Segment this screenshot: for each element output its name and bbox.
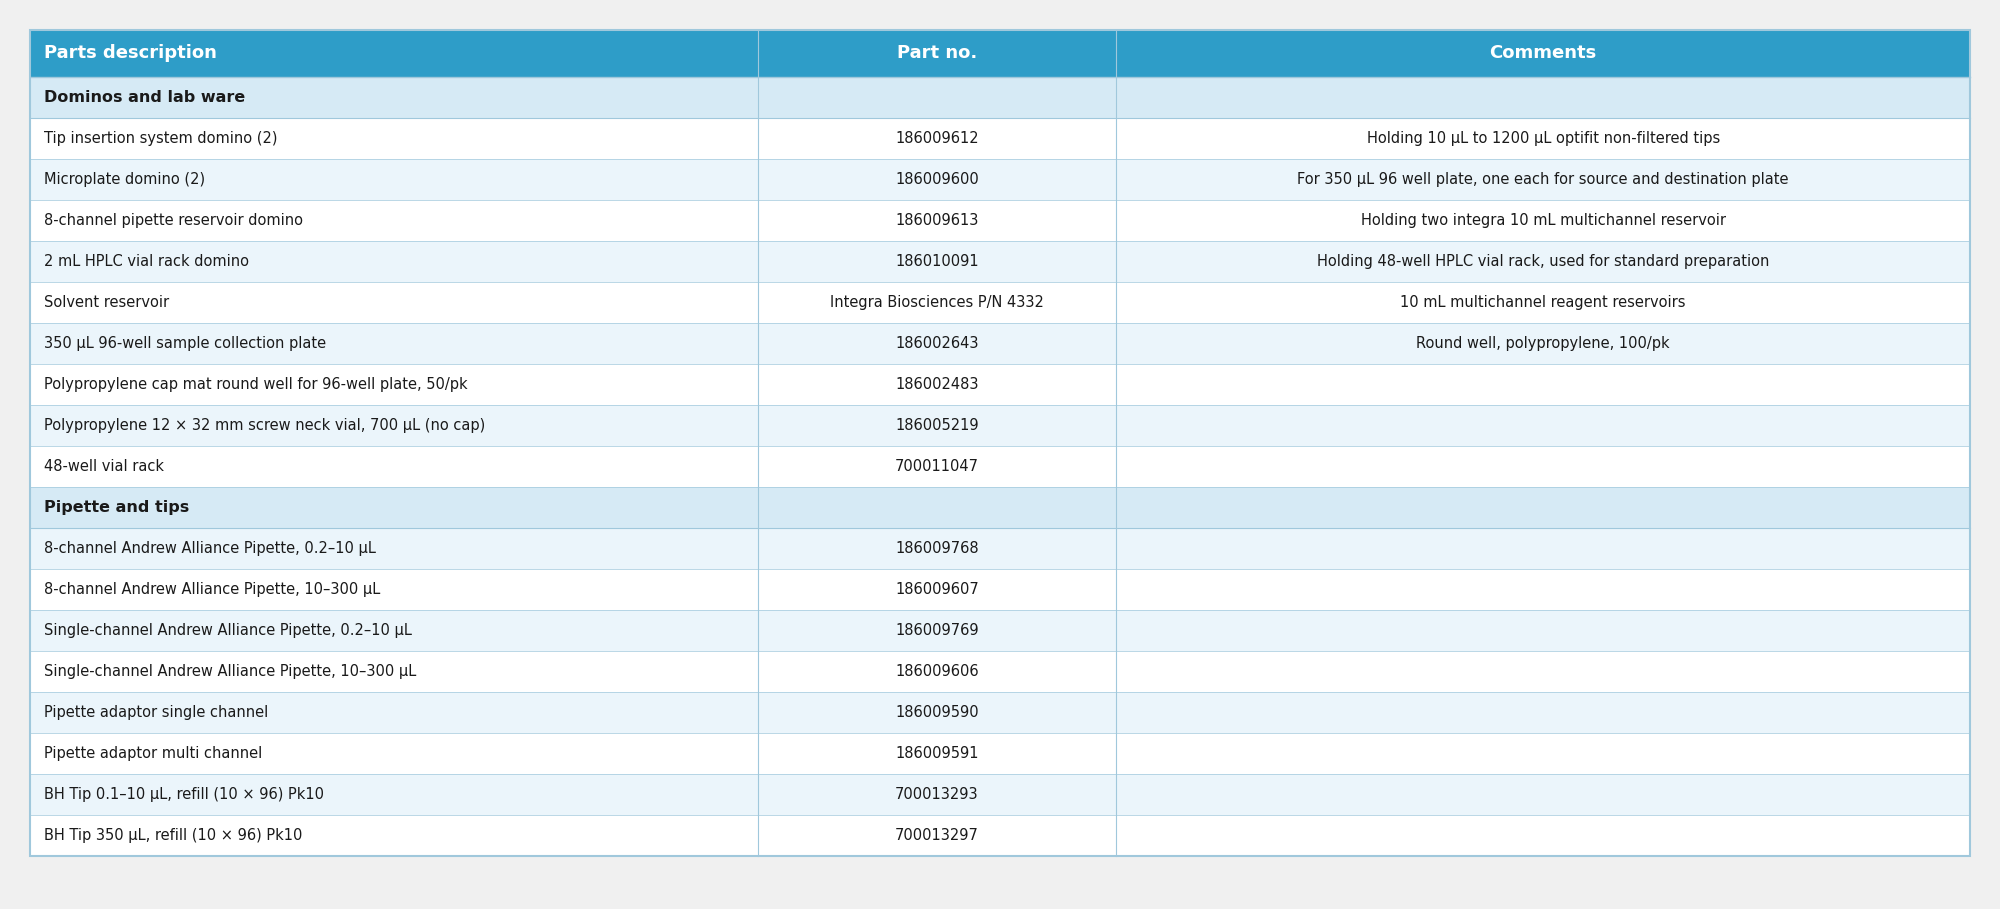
Text: 186009590: 186009590 — [896, 705, 978, 720]
Bar — [30, 774, 1970, 815]
Text: Dominos and lab ware: Dominos and lab ware — [44, 90, 246, 105]
Bar — [30, 323, 1970, 364]
Bar — [30, 30, 1970, 77]
Text: Parts description: Parts description — [44, 45, 216, 63]
Text: Comments: Comments — [1490, 45, 1596, 63]
Text: 186005219: 186005219 — [896, 418, 978, 433]
Text: Integra Biosciences P/N 4332: Integra Biosciences P/N 4332 — [830, 295, 1044, 310]
Text: Pipette and tips: Pipette and tips — [44, 500, 190, 515]
Text: Part no.: Part no. — [896, 45, 978, 63]
Text: Solvent reservoir: Solvent reservoir — [44, 295, 170, 310]
Text: Tip insertion system domino (2): Tip insertion system domino (2) — [44, 131, 278, 146]
Text: 48-well vial rack: 48-well vial rack — [44, 459, 164, 474]
Text: 700013293: 700013293 — [896, 787, 978, 802]
Text: 350 μL 96-well sample collection plate: 350 μL 96-well sample collection plate — [44, 336, 326, 351]
Text: Microplate domino (2): Microplate domino (2) — [44, 172, 206, 187]
Text: For 350 μL 96 well plate, one each for source and destination plate: For 350 μL 96 well plate, one each for s… — [1298, 172, 1788, 187]
Bar — [30, 282, 1970, 323]
Text: 186002643: 186002643 — [896, 336, 978, 351]
Bar — [30, 733, 1970, 774]
Text: Pipette adaptor multi channel: Pipette adaptor multi channel — [44, 746, 262, 761]
Text: BH Tip 0.1–10 μL, refill (10 × 96) Pk10: BH Tip 0.1–10 μL, refill (10 × 96) Pk10 — [44, 787, 324, 802]
Bar — [30, 77, 1970, 118]
Bar — [30, 118, 1970, 159]
Text: BH Tip 350 μL, refill (10 × 96) Pk10: BH Tip 350 μL, refill (10 × 96) Pk10 — [44, 828, 302, 843]
Bar — [30, 241, 1970, 282]
Text: Single-channel Andrew Alliance Pipette, 0.2–10 μL: Single-channel Andrew Alliance Pipette, … — [44, 623, 412, 638]
Text: 186010091: 186010091 — [896, 254, 978, 269]
Text: 700013297: 700013297 — [896, 828, 978, 843]
Text: 186009613: 186009613 — [896, 213, 978, 228]
Bar — [30, 651, 1970, 692]
Bar — [30, 364, 1970, 405]
Text: Single-channel Andrew Alliance Pipette, 10–300 μL: Single-channel Andrew Alliance Pipette, … — [44, 664, 416, 679]
Bar — [30, 487, 1970, 528]
Bar — [30, 200, 1970, 241]
Text: Round well, polypropylene, 100/pk: Round well, polypropylene, 100/pk — [1416, 336, 1670, 351]
Text: 186009769: 186009769 — [896, 623, 978, 638]
Text: Holding 10 μL to 1200 μL optifit non-filtered tips: Holding 10 μL to 1200 μL optifit non-fil… — [1366, 131, 1720, 146]
Text: 186009607: 186009607 — [896, 582, 978, 597]
Text: Pipette adaptor single channel: Pipette adaptor single channel — [44, 705, 268, 720]
Bar — [30, 610, 1970, 651]
Text: 2 mL HPLC vial rack domino: 2 mL HPLC vial rack domino — [44, 254, 248, 269]
Text: Polypropylene 12 × 32 mm screw neck vial, 700 μL (no cap): Polypropylene 12 × 32 mm screw neck vial… — [44, 418, 486, 433]
Bar — [30, 159, 1970, 200]
Text: 8-channel Andrew Alliance Pipette, 0.2–10 μL: 8-channel Andrew Alliance Pipette, 0.2–1… — [44, 541, 376, 556]
Bar — [30, 815, 1970, 856]
Text: 8-channel pipette reservoir domino: 8-channel pipette reservoir domino — [44, 213, 304, 228]
Bar — [30, 446, 1970, 487]
Text: 8-channel Andrew Alliance Pipette, 10–300 μL: 8-channel Andrew Alliance Pipette, 10–30… — [44, 582, 380, 597]
Text: 186009591: 186009591 — [896, 746, 978, 761]
Text: Holding two integra 10 mL multichannel reservoir: Holding two integra 10 mL multichannel r… — [1360, 213, 1726, 228]
Text: 186009612: 186009612 — [896, 131, 978, 146]
Bar — [30, 692, 1970, 733]
Text: 186009768: 186009768 — [896, 541, 978, 556]
Text: 186002483: 186002483 — [896, 377, 978, 392]
Bar — [30, 405, 1970, 446]
Text: 10 mL multichannel reagent reservoirs: 10 mL multichannel reagent reservoirs — [1400, 295, 1686, 310]
Text: Polypropylene cap mat round well for 96-well plate, 50/pk: Polypropylene cap mat round well for 96-… — [44, 377, 468, 392]
Text: 186009606: 186009606 — [896, 664, 978, 679]
Text: 700011047: 700011047 — [894, 459, 978, 474]
Text: 186009600: 186009600 — [896, 172, 978, 187]
Bar — [30, 528, 1970, 569]
Bar — [30, 569, 1970, 610]
Text: Holding 48-well HPLC vial rack, used for standard preparation: Holding 48-well HPLC vial rack, used for… — [1318, 254, 1770, 269]
